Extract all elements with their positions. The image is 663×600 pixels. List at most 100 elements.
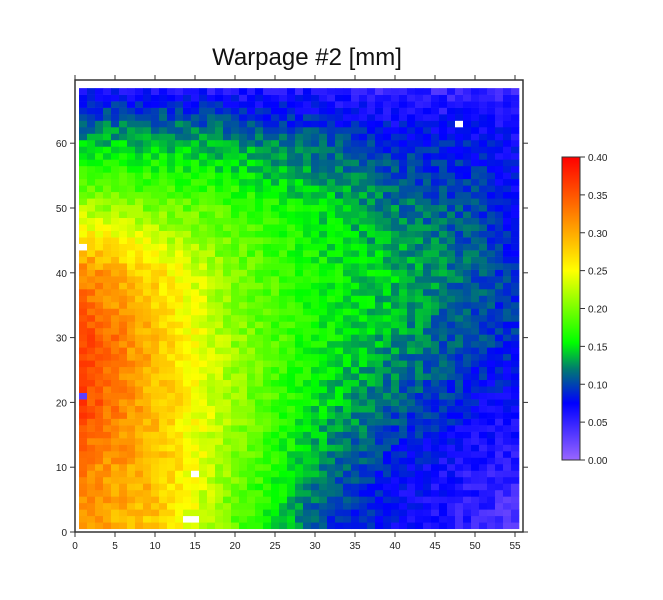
heatmap-cell bbox=[399, 431, 408, 439]
heatmap-cell bbox=[495, 502, 504, 510]
heatmap-cell bbox=[455, 308, 464, 316]
heatmap-cell bbox=[79, 502, 88, 510]
heatmap-cell bbox=[423, 366, 432, 374]
heatmap-cell bbox=[239, 159, 248, 167]
heatmap-cell bbox=[351, 185, 360, 193]
heatmap-cell bbox=[231, 217, 240, 225]
heatmap-cell bbox=[503, 515, 512, 523]
heatmap-cell bbox=[119, 463, 128, 471]
heatmap-cell bbox=[111, 347, 120, 355]
heatmap-cell bbox=[239, 256, 248, 264]
heatmap-cell bbox=[199, 502, 208, 510]
heatmap-cell bbox=[207, 178, 216, 186]
heatmap-cell bbox=[167, 237, 176, 244]
heatmap-cell bbox=[471, 425, 480, 432]
heatmap-cell bbox=[127, 88, 136, 95]
heatmap-cell bbox=[487, 101, 496, 108]
heatmap-cell bbox=[95, 230, 104, 238]
heatmap-cell bbox=[175, 191, 184, 199]
heatmap-cell bbox=[111, 476, 120, 484]
heatmap-cell bbox=[327, 379, 336, 387]
heatmap-cell bbox=[255, 250, 264, 257]
heatmap-cell bbox=[215, 366, 224, 374]
heatmap-cell bbox=[447, 101, 456, 108]
heatmap-cell bbox=[367, 165, 376, 173]
heatmap-cell bbox=[463, 289, 472, 296]
heatmap-cell bbox=[199, 146, 208, 154]
heatmap-cell bbox=[143, 308, 152, 316]
heatmap-cell bbox=[143, 366, 152, 374]
heatmap-cell bbox=[199, 418, 208, 426]
heatmap-cell bbox=[263, 476, 272, 484]
heatmap-cell bbox=[399, 88, 408, 95]
heatmap-cell bbox=[239, 185, 248, 193]
heatmap-cell bbox=[215, 386, 224, 393]
heatmap-cell bbox=[463, 237, 472, 244]
heatmap-cell bbox=[511, 444, 520, 452]
heatmap-cell bbox=[135, 373, 144, 381]
heatmap-cell bbox=[231, 172, 240, 180]
heatmap-cell bbox=[271, 172, 280, 180]
heatmap-cell bbox=[247, 489, 256, 497]
heatmap-cell bbox=[111, 204, 120, 212]
heatmap-cell bbox=[207, 289, 216, 296]
heatmap-cell bbox=[375, 470, 384, 478]
heatmap-cell bbox=[343, 327, 352, 335]
heatmap-cell bbox=[207, 243, 216, 251]
heatmap-cell bbox=[303, 152, 312, 160]
heatmap-cell bbox=[231, 502, 240, 510]
heatmap-cell bbox=[271, 282, 280, 290]
heatmap-cell bbox=[159, 146, 168, 154]
heatmap-cell bbox=[87, 88, 96, 95]
heatmap-cell bbox=[239, 334, 248, 342]
heatmap-cell bbox=[159, 463, 168, 471]
heatmap-cell bbox=[183, 159, 192, 167]
heatmap-cell bbox=[255, 289, 264, 296]
heatmap-cell bbox=[247, 198, 256, 206]
heatmap-cell bbox=[87, 172, 96, 180]
heatmap-cell bbox=[343, 127, 352, 134]
heatmap-cell bbox=[343, 191, 352, 199]
heatmap-cell bbox=[127, 431, 136, 439]
heatmap-cell bbox=[439, 165, 448, 173]
heatmap-cell bbox=[351, 211, 360, 219]
heatmap-cell bbox=[455, 224, 464, 231]
heatmap-cell bbox=[135, 353, 144, 361]
heatmap-cell bbox=[383, 172, 392, 180]
heatmap-cell bbox=[319, 412, 328, 419]
heatmap-cell bbox=[367, 133, 376, 141]
heatmap-cell bbox=[279, 211, 288, 219]
heatmap-cell bbox=[175, 295, 184, 303]
heatmap-cell bbox=[231, 159, 240, 167]
heatmap-cell bbox=[103, 139, 112, 147]
heatmap-cell bbox=[383, 476, 392, 484]
heatmap-cell bbox=[407, 353, 416, 361]
heatmap-cell bbox=[463, 340, 472, 348]
heatmap-cell bbox=[319, 224, 328, 231]
heatmap-cell bbox=[95, 515, 104, 523]
heatmap-cell bbox=[375, 489, 384, 497]
heatmap-cell bbox=[207, 444, 216, 452]
heatmap-cell bbox=[159, 114, 168, 121]
heatmap-cell bbox=[223, 204, 232, 212]
heatmap-cell bbox=[479, 463, 488, 471]
heatmap-cell bbox=[327, 282, 336, 290]
heatmap-cell bbox=[343, 509, 352, 517]
heatmap-cell bbox=[87, 327, 96, 335]
heatmap-cell bbox=[503, 204, 512, 212]
heatmap-cell bbox=[383, 489, 392, 497]
heatmap-cell bbox=[263, 224, 272, 231]
heatmap-cell bbox=[183, 282, 192, 290]
heatmap-cell bbox=[295, 463, 304, 471]
heatmap-cell bbox=[351, 451, 360, 458]
heatmap-cell bbox=[479, 444, 488, 452]
heatmap-cell bbox=[503, 431, 512, 439]
heatmap-cell bbox=[439, 191, 448, 199]
heatmap-cell bbox=[191, 502, 200, 510]
heatmap-cell bbox=[343, 412, 352, 419]
heatmap-cell bbox=[247, 308, 256, 316]
heatmap-cell bbox=[319, 444, 328, 452]
heatmap-cell bbox=[335, 418, 344, 426]
heatmap-cell bbox=[327, 476, 336, 484]
heatmap-cell bbox=[103, 159, 112, 167]
